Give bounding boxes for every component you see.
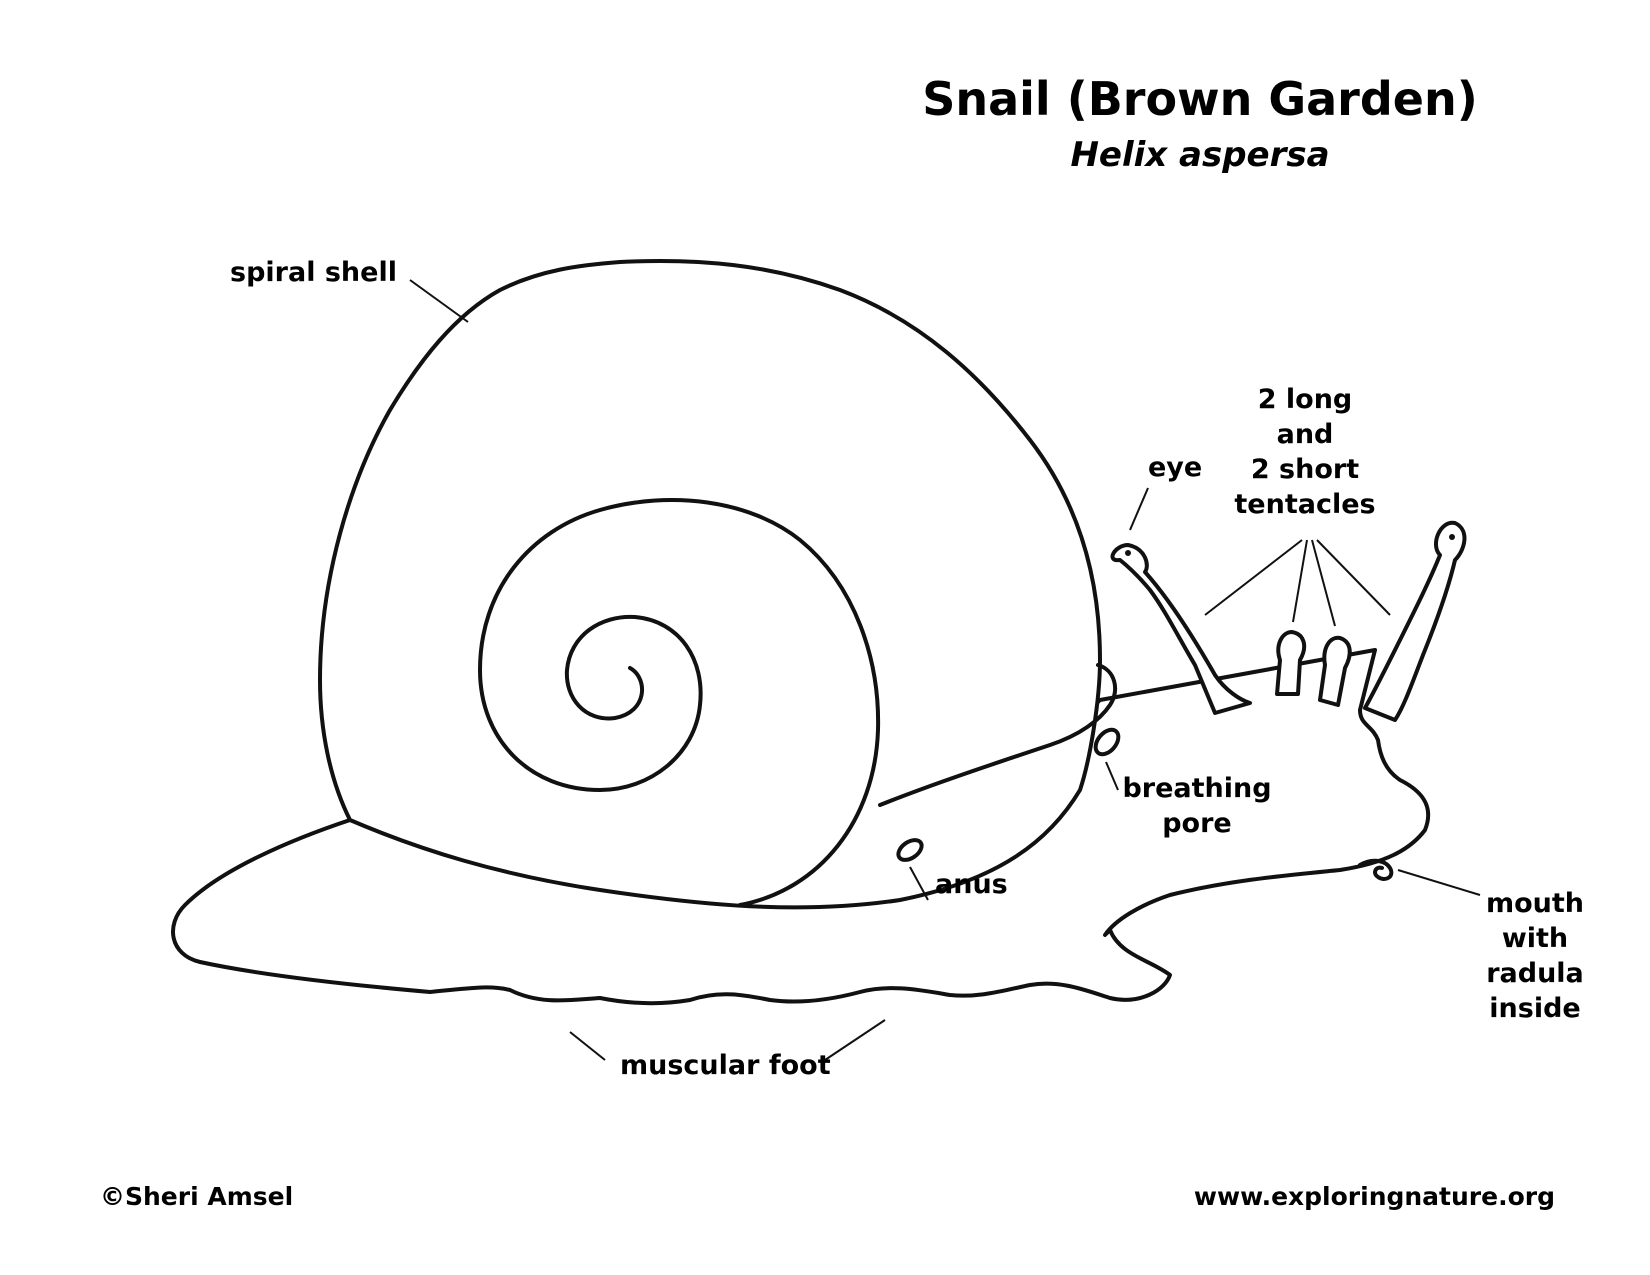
label-mouth-line: radula: [1486, 958, 1584, 989]
label-breathing-pore-line: pore: [1162, 808, 1232, 839]
label-anus: anus: [935, 869, 1008, 900]
website-url: www.exploringnature.org: [1194, 1182, 1555, 1211]
label-breathing-pore: breathing pore: [1122, 773, 1271, 839]
leader-tentacle-3: [1311, 539, 1336, 627]
mantle-collar: [878, 663, 1118, 807]
leader-tentacle-2: [1292, 539, 1308, 623]
spiral-shell: [318, 258, 1102, 910]
long-tentacle-right: [1363, 520, 1467, 722]
breathing-pore: [1093, 727, 1121, 757]
label-tentacles-line: and: [1277, 419, 1334, 450]
label-tentacles: 2 long and 2 short tentacles: [1234, 384, 1375, 520]
leader-anus: [909, 866, 929, 901]
label-mouth: mouth with radula inside: [1486, 888, 1584, 1024]
label-mouth-line: inside: [1489, 993, 1580, 1024]
diagram-title: Snail (Brown Garden): [922, 72, 1477, 126]
leader-mouth: [1397, 869, 1481, 896]
anus: [896, 838, 924, 862]
leader-foot-left: [569, 1031, 606, 1061]
label-tentacles-line: 2 long: [1258, 384, 1353, 415]
label-tentacles-line: tentacles: [1234, 489, 1375, 520]
leader-foot-right: [824, 1019, 886, 1061]
snail-body: [171, 648, 1431, 1006]
label-breathing-pore-line: breathing: [1122, 773, 1271, 804]
copyright: ©Sheri Amsel: [100, 1182, 293, 1211]
short-tentacle-right: [1318, 635, 1352, 707]
leader-spiral-shell: [409, 279, 469, 323]
leader-tentacle-1: [1204, 539, 1303, 616]
short-tentacle-left: [1275, 630, 1307, 696]
mouth: [1358, 858, 1394, 881]
diagram-subtitle: Helix aspersa: [1070, 135, 1329, 175]
shell-spiral: [478, 498, 881, 907]
left-eye-spot: [1125, 550, 1131, 556]
leader-tentacle-4: [1316, 539, 1391, 616]
leader-breathing-pore: [1105, 761, 1119, 791]
label-spiral-shell: spiral shell: [230, 257, 397, 288]
label-mouth-line: with: [1502, 923, 1568, 954]
label-muscular-foot: muscular foot: [620, 1050, 831, 1081]
label-tentacles-line: 2 short: [1251, 454, 1359, 485]
long-tentacle-left: [1110, 543, 1252, 715]
right-eye-spot: [1449, 534, 1455, 540]
label-mouth-line: mouth: [1486, 888, 1584, 919]
leader-eye: [1129, 487, 1149, 531]
label-eye: eye: [1148, 452, 1202, 483]
